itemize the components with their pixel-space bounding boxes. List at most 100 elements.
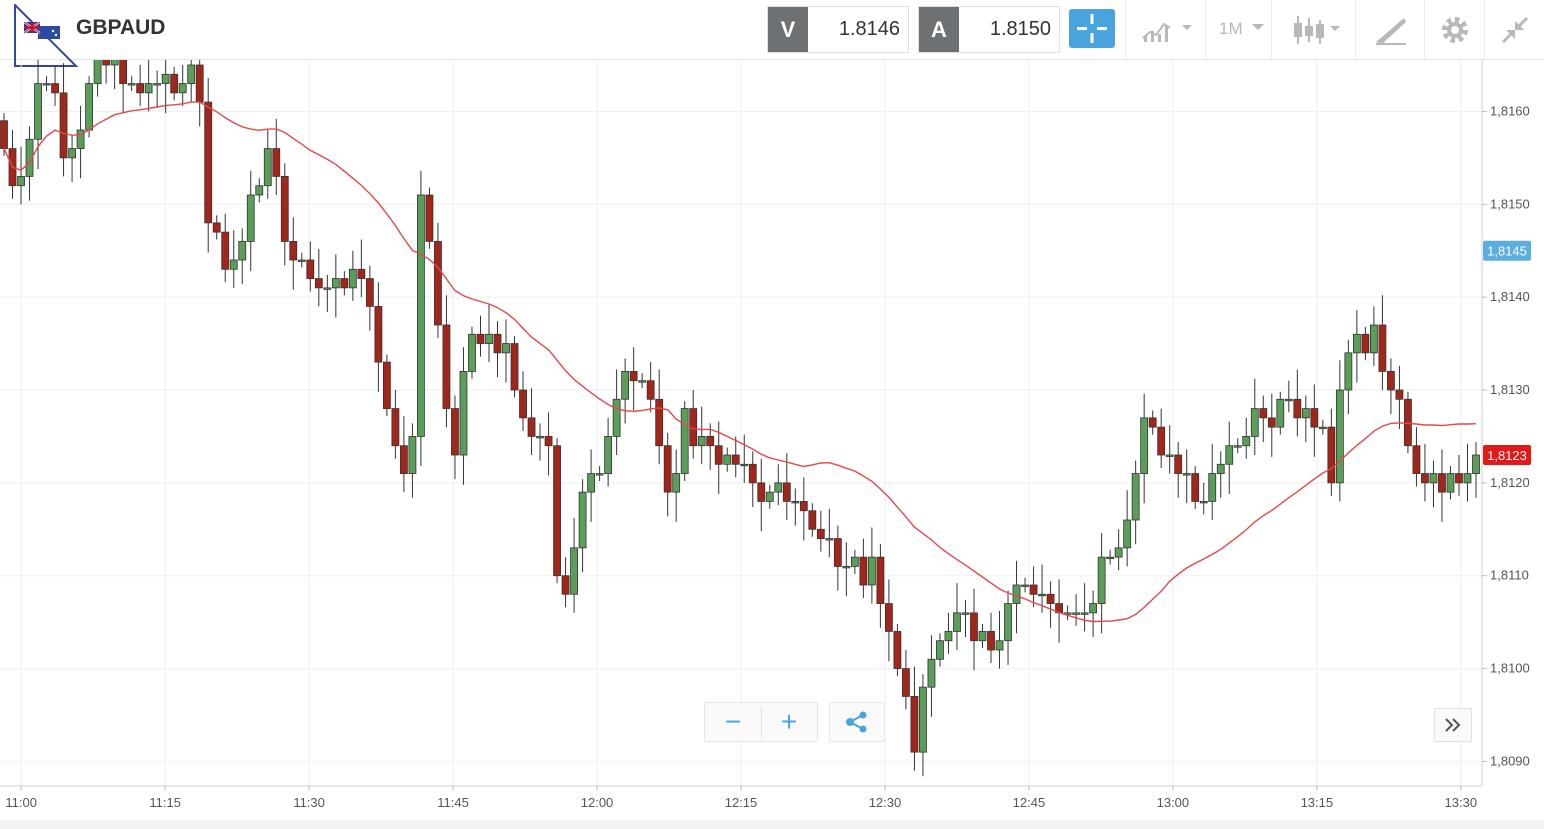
candle bbox=[629, 347, 638, 411]
zoom-in-button[interactable]: + bbox=[780, 706, 798, 737]
candle bbox=[927, 635, 936, 717]
candle bbox=[612, 369, 621, 455]
candle bbox=[382, 354, 391, 416]
candle bbox=[697, 406, 706, 465]
candle bbox=[663, 432, 672, 517]
candle bbox=[842, 542, 851, 597]
candle bbox=[68, 135, 76, 182]
candle bbox=[459, 347, 468, 485]
candle bbox=[1429, 460, 1438, 507]
candle bbox=[910, 666, 919, 771]
candle bbox=[468, 326, 476, 379]
candle bbox=[1089, 590, 1098, 637]
share-icon bbox=[846, 711, 867, 733]
candle bbox=[1165, 425, 1174, 474]
candle bbox=[425, 187, 434, 249]
x-tick-label: 11:00 bbox=[5, 795, 37, 810]
candle bbox=[757, 458, 766, 532]
bid-quote[interactable]: V 1.8146 bbox=[767, 6, 909, 53]
candle bbox=[587, 449, 595, 522]
candle bbox=[655, 369, 664, 465]
candle bbox=[961, 599, 970, 637]
candle bbox=[953, 583, 961, 650]
candle bbox=[306, 241, 315, 292]
crosshair-button[interactable] bbox=[1069, 9, 1115, 48]
candle bbox=[1327, 408, 1336, 496]
candle bbox=[1378, 295, 1387, 390]
candle bbox=[978, 624, 987, 649]
drawing-tools-button[interactable] bbox=[1355, 0, 1425, 59]
candle bbox=[1276, 391, 1285, 435]
bid-price: 1.8146 bbox=[838, 18, 900, 40]
candle bbox=[876, 544, 885, 628]
candle bbox=[527, 388, 536, 455]
candle bbox=[646, 362, 655, 413]
x-tick-label: 12:15 bbox=[725, 795, 758, 810]
candles bbox=[0, 60, 1480, 777]
candle bbox=[1106, 549, 1115, 565]
candle bbox=[561, 557, 570, 608]
candle bbox=[1361, 326, 1370, 361]
scroll-to-end-button[interactable] bbox=[1434, 708, 1472, 742]
candle bbox=[859, 538, 868, 598]
candle bbox=[833, 525, 842, 591]
zoom-out-button[interactable]: − bbox=[724, 706, 742, 737]
candle bbox=[493, 321, 502, 377]
chevron-down-icon bbox=[1252, 24, 1264, 30]
x-tick-label: 12:45 bbox=[1013, 795, 1046, 810]
timeframe-selector[interactable]: 1M bbox=[1205, 0, 1272, 59]
candle bbox=[816, 510, 825, 552]
candle bbox=[902, 650, 910, 710]
candle bbox=[825, 508, 834, 558]
candle bbox=[76, 105, 85, 179]
candle bbox=[1293, 369, 1302, 437]
candle bbox=[867, 527, 876, 604]
x-tick-label: 13:30 bbox=[1445, 795, 1478, 810]
candle bbox=[1029, 566, 1038, 608]
line-chart-icon bbox=[1142, 22, 1192, 42]
candle bbox=[1191, 466, 1200, 509]
candle bbox=[723, 447, 732, 472]
moving-average-line bbox=[3, 101, 1477, 623]
price-chart[interactable]: 1,8160 1,8150 1,8140 1,8130 1,8120 1,8110 1,81… bbox=[0, 60, 1544, 829]
collapse-arrows-icon bbox=[1501, 16, 1529, 44]
candle bbox=[808, 503, 817, 537]
candle bbox=[536, 423, 544, 461]
candle bbox=[1123, 490, 1132, 567]
candle bbox=[1216, 451, 1225, 498]
ask-quote[interactable]: A 1.8150 bbox=[918, 6, 1060, 53]
y-tick-label: 1,8160 bbox=[1490, 103, 1530, 118]
candle bbox=[731, 436, 740, 478]
candle bbox=[1157, 408, 1166, 468]
candle bbox=[408, 423, 417, 498]
candle bbox=[127, 76, 136, 91]
time-axis: 11:00 11:15 11:30 11:45 12:00 12:15 12:30 12:45… bbox=[5, 786, 1477, 810]
candle bbox=[1182, 449, 1191, 504]
share-button[interactable] bbox=[829, 702, 885, 742]
candle bbox=[706, 423, 715, 470]
zoom-controls: − + bbox=[704, 702, 818, 742]
candle bbox=[799, 477, 808, 541]
candle bbox=[451, 395, 459, 480]
candle bbox=[246, 170, 255, 272]
candle bbox=[1404, 391, 1412, 454]
candle bbox=[1344, 339, 1353, 415]
candle bbox=[936, 633, 944, 667]
y-tick-label: 1,8120 bbox=[1490, 475, 1530, 490]
candle bbox=[1318, 419, 1327, 435]
candle bbox=[578, 479, 587, 572]
candle bbox=[791, 488, 800, 526]
candle bbox=[621, 358, 630, 424]
candle bbox=[689, 390, 698, 459]
chart-toolbar: GBPAUD V 1.8146 A 1.8150 1M bbox=[0, 0, 1544, 67]
candle bbox=[1335, 360, 1344, 502]
candle bbox=[1301, 395, 1310, 442]
candle bbox=[1148, 410, 1157, 435]
settings-button[interactable] bbox=[1424, 0, 1485, 59]
candle bbox=[170, 66, 179, 101]
candle bbox=[1080, 583, 1089, 632]
chart-type-button[interactable] bbox=[1125, 0, 1206, 59]
collapse-button[interactable] bbox=[1484, 0, 1544, 59]
candle-style-button[interactable] bbox=[1271, 0, 1356, 59]
candlestick-icon bbox=[1294, 16, 1340, 44]
